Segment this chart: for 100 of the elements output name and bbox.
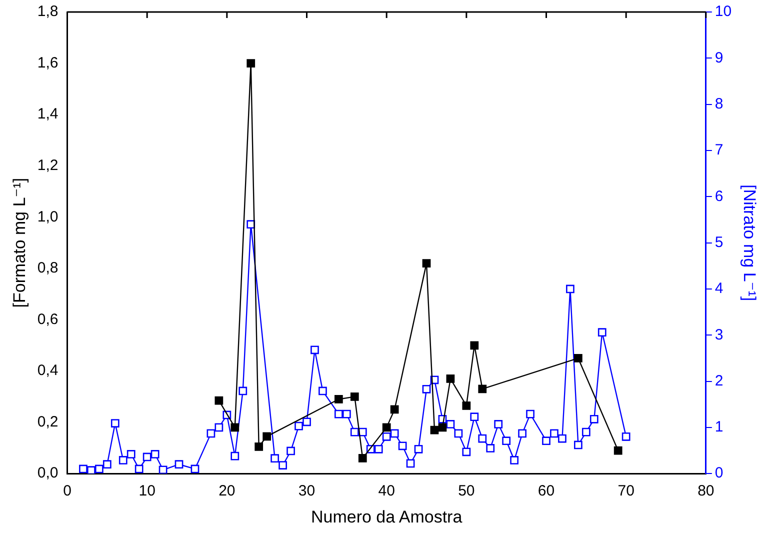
point [390, 405, 399, 414]
point [294, 422, 303, 430]
point [318, 386, 327, 396]
point [614, 446, 622, 455]
point [174, 460, 184, 469]
point [574, 354, 582, 362]
point [214, 423, 224, 432]
point [95, 464, 104, 474]
point [382, 432, 391, 441]
point [446, 374, 455, 383]
point [350, 428, 359, 436]
point [486, 444, 495, 452]
y2-tick-label: 3 [714, 326, 724, 344]
point [470, 341, 479, 350]
y2-tick-label: 4 [714, 280, 724, 298]
point [478, 384, 487, 394]
point [230, 452, 240, 460]
point [558, 434, 566, 443]
point [142, 452, 152, 462]
point [582, 428, 590, 436]
x-tick-label: 30 [298, 482, 316, 500]
point [158, 466, 168, 474]
point [478, 434, 487, 443]
point [510, 456, 518, 464]
point [542, 436, 550, 446]
x-axis-title: Numero da Amostra [310, 507, 463, 526]
point [598, 328, 606, 337]
point [246, 59, 256, 68]
point [270, 454, 280, 463]
point [526, 410, 534, 418]
point [302, 418, 311, 426]
y-tick-label: 1,4 [37, 106, 58, 123]
point [79, 464, 88, 474]
y2-tick-label: 8 [714, 95, 724, 112]
y2-tick-label: 1 [714, 418, 724, 436]
y-tick-label: 0,6 [37, 310, 58, 328]
y-tick-label: 1,6 [37, 54, 58, 72]
point [238, 386, 248, 396]
point [566, 284, 574, 294]
y2-tick-label: 0 [714, 464, 724, 482]
point [454, 429, 463, 438]
point [206, 429, 216, 438]
point [334, 410, 343, 418]
x-tick-label: 70 [618, 482, 634, 500]
point [254, 442, 264, 451]
x-tick-label: 80 [698, 482, 714, 500]
point [574, 440, 582, 450]
x-tick-label: 0 [63, 482, 72, 500]
point [310, 346, 319, 354]
point [462, 401, 471, 410]
point [518, 429, 526, 438]
point [110, 419, 120, 428]
x-tick-label: 20 [218, 482, 236, 500]
x-tick-label: 60 [538, 482, 555, 500]
point [278, 461, 287, 470]
point [550, 429, 558, 438]
point [422, 259, 431, 268]
y-axis-title: [Formato mg L⁻¹] [10, 178, 29, 308]
point [446, 420, 455, 428]
x-tick-label: 10 [138, 482, 156, 500]
y2-tick-label: 5 [714, 234, 724, 251]
point [382, 423, 391, 432]
y-tick-label: 0,2 [37, 413, 58, 430]
y-tick-label: 1,8 [37, 3, 58, 20]
point [374, 444, 383, 454]
point [150, 450, 160, 458]
y2-tick-label: 6 [714, 188, 724, 205]
point [286, 446, 295, 456]
point [430, 426, 439, 434]
y-tick-label: 0,0 [37, 464, 58, 482]
point [502, 436, 511, 446]
y2-tick-label: 2 [714, 372, 724, 390]
y2-tick-label: 9 [714, 49, 724, 66]
point [190, 464, 200, 474]
point [470, 412, 479, 422]
point [134, 464, 144, 474]
point [414, 444, 423, 454]
point [462, 448, 471, 456]
point [438, 423, 447, 432]
y-tick-label: 0,8 [37, 260, 58, 277]
point [102, 460, 112, 469]
x-tick-label: 40 [378, 482, 395, 500]
point [406, 459, 415, 468]
point [590, 414, 598, 424]
point [214, 396, 224, 405]
point [118, 456, 128, 464]
y-tick-label: 0,4 [37, 362, 58, 380]
point [390, 429, 399, 438]
y2-tick-label: 7 [714, 142, 724, 159]
point [422, 384, 431, 394]
point [230, 423, 240, 432]
point [342, 410, 351, 418]
point [334, 395, 343, 404]
point [622, 432, 630, 441]
point [350, 392, 359, 401]
point [494, 420, 503, 428]
point [126, 450, 136, 458]
y2-axis-title: [Nitrato mg L⁻¹] [740, 184, 760, 302]
y-tick-label: 1,0 [37, 208, 58, 226]
point [398, 442, 407, 450]
